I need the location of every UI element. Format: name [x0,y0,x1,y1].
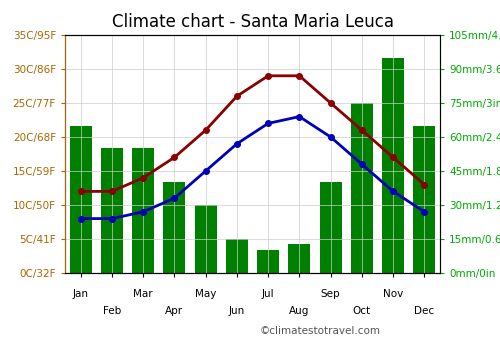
Text: Jul: Jul [262,289,274,299]
Bar [351,103,373,273]
Bar [320,182,342,273]
Text: Dec: Dec [414,306,434,316]
Title: Climate chart - Santa Maria Leuca: Climate chart - Santa Maria Leuca [112,13,394,31]
Text: Aug: Aug [289,306,310,316]
Text: Feb: Feb [103,306,121,316]
Text: Nov: Nov [383,289,403,299]
Bar [194,205,216,273]
Bar [414,126,436,273]
Text: May: May [195,289,216,299]
Bar [382,58,404,273]
Bar [226,239,248,273]
Text: ©climatestotravel.com: ©climatestotravel.com [260,326,381,336]
Bar [164,182,186,273]
Text: Apr: Apr [166,306,184,316]
Text: Oct: Oct [353,306,371,316]
Bar [70,126,92,273]
Bar [288,244,310,273]
Text: Jan: Jan [72,289,88,299]
Bar [257,250,279,273]
Text: Sep: Sep [321,289,340,299]
Text: Jun: Jun [229,306,245,316]
Bar [132,148,154,273]
Text: Mar: Mar [134,289,153,299]
Bar [101,148,123,273]
